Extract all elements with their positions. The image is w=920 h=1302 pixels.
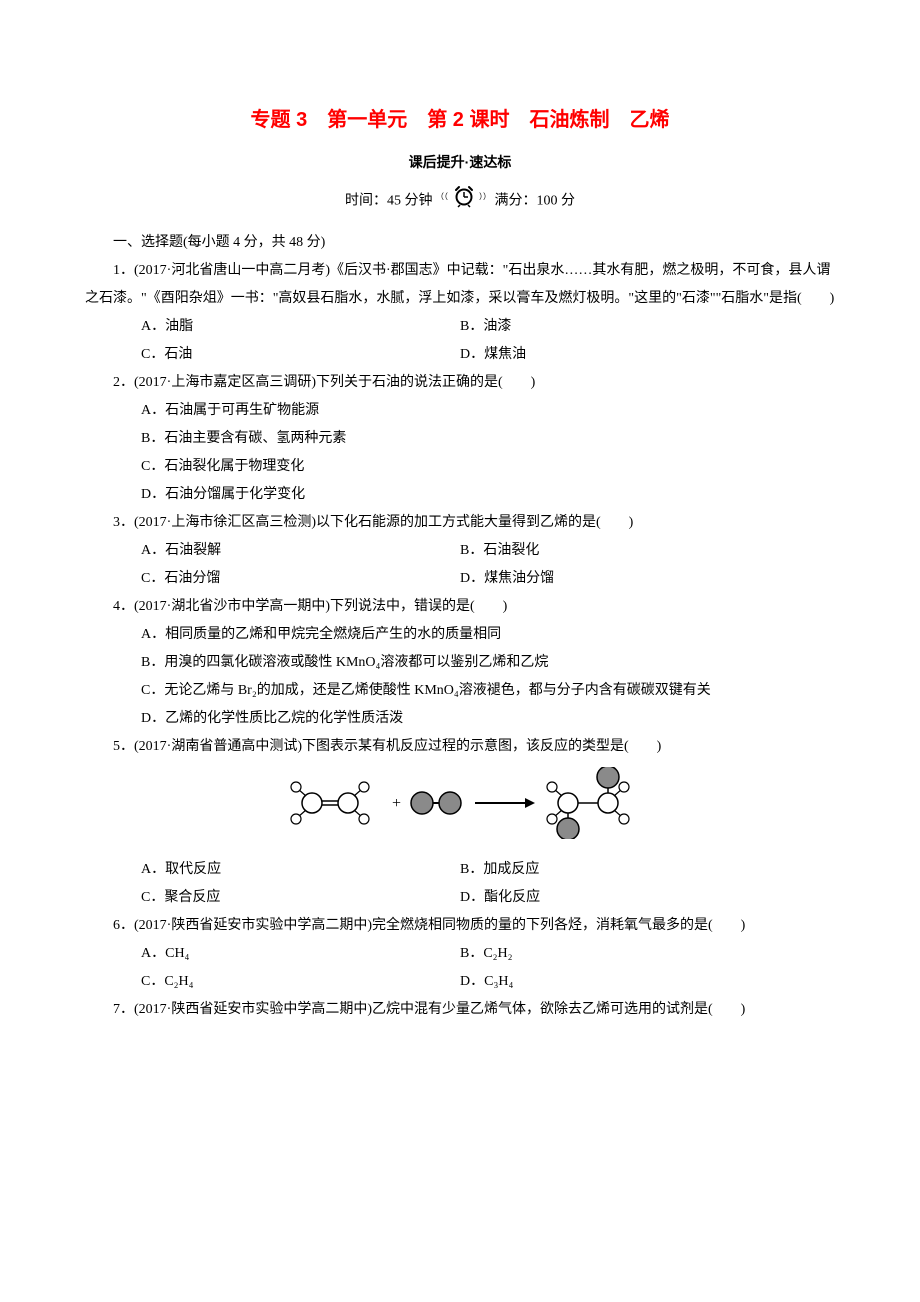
timer-row: 时间：45 分钟 （（ ）） 满分：100 分 <box>85 184 835 219</box>
q3-option-b: B．石油裂化 <box>460 537 835 565</box>
q5-row-ab: A．取代反应 B．加成反应 <box>85 856 835 884</box>
q5-row-cd: C．聚合反应 D．酯化反应 <box>85 884 835 912</box>
q4-option-c: C．无论乙烯与 Br₂的加成，还是乙烯使酸性 KMnO₄溶液褪色，都与分子内含有… <box>85 677 835 705</box>
page-subtitle: 课后提升·速达标 <box>85 148 835 176</box>
q3-text: 3．(2017·上海市徐汇区高三检测)以下化石能源的加工方式能大量得到乙烯的是(… <box>85 509 835 537</box>
q1-row-ab: A．油脂 B．油漆 <box>85 313 835 341</box>
page-title: 专题 3 第一单元 第 2 课时 石油炼制 乙烯 <box>85 100 835 140</box>
q3-row-cd: C．石油分馏 D．煤焦油分馏 <box>85 565 835 593</box>
section-heading: 一、选择题(每小题 4 分，共 48 分) <box>85 229 835 257</box>
q6-text: 6．(2017·陕西省延安市实验中学高二期中)完全燃烧相同物质的量的下列各烃，消… <box>85 912 835 940</box>
q1-option-c: C．石油 <box>85 341 460 369</box>
q1-option-b: B．油漆 <box>460 313 835 341</box>
deco-right: ）） <box>479 189 491 205</box>
q5-option-b: B．加成反应 <box>460 856 835 884</box>
q1-text: 1．(2017·河北省唐山一中高二月考)《后汉书·郡国志》中记载："石出泉水……… <box>85 257 835 313</box>
q5-option-a: A．取代反应 <box>85 856 460 884</box>
q2-text: 2．(2017·上海市嘉定区高三调研)下列关于石油的说法正确的是( ) <box>85 369 835 397</box>
q6-option-a: A．CH₄ <box>85 940 460 968</box>
score-text: 满分：100 分 <box>495 194 576 209</box>
q6-option-d: D．C₃H₄ <box>460 968 835 996</box>
q6-option-b: B．C₂H₂ <box>460 940 835 968</box>
q2-option-a: A．石油属于可再生矿物能源 <box>85 397 835 425</box>
q1-option-a: A．油脂 <box>85 313 460 341</box>
q2-option-b: B．石油主要含有碳、氢两种元素 <box>85 425 835 453</box>
q2-option-d: D．石油分馏属于化学变化 <box>85 481 835 509</box>
q6-row-ab: A．CH₄ B．C₂H₂ <box>85 940 835 968</box>
q1-option-d: D．煤焦油 <box>460 341 835 369</box>
q6-row-cd: C．C₂H₄ D．C₃H₄ <box>85 968 835 996</box>
q3-option-a: A．石油裂解 <box>85 537 460 565</box>
q5-option-c: C．聚合反应 <box>85 884 460 912</box>
q1-row-cd: C．石油 D．煤焦油 <box>85 341 835 369</box>
q6-option-c: C．C₂H₄ <box>85 968 460 996</box>
q4-text: 4．(2017·湖北省沙市中学高一期中)下列说法中，错误的是( ) <box>85 593 835 621</box>
alarm-clock-icon <box>452 184 476 219</box>
time-text: 时间：45 分钟 <box>345 194 433 209</box>
q4-option-b: B．用溴的四氯化碳溶液或酸性 KMnO₄溶液都可以鉴别乙烯和乙烷 <box>85 649 835 677</box>
svg-text:+: + <box>392 795 401 812</box>
q5-text: 5．(2017·湖南省普通高中测试)下图表示某有机反应过程的示意图，该反应的类型… <box>85 733 835 761</box>
q2-option-c: C．石油裂化属于物理变化 <box>85 453 835 481</box>
q3-option-c: C．石油分馏 <box>85 565 460 593</box>
q4-option-d: D．乙烯的化学性质比乙烷的化学性质活泼 <box>85 705 835 733</box>
q3-option-d: D．煤焦油分馏 <box>460 565 835 593</box>
q4-option-a: A．相同质量的乙烯和甲烷完全燃烧后产生的水的质量相同 <box>85 621 835 649</box>
deco-left: （（ <box>436 189 448 205</box>
q5-option-d: D．酯化反应 <box>460 884 835 912</box>
q3-row-ab: A．石油裂解 B．石油裂化 <box>85 537 835 565</box>
q7-text: 7．(2017·陕西省延安市实验中学高二期中)乙烷中混有少量乙烯气体，欲除去乙烯… <box>85 996 835 1024</box>
q5-diagram: + <box>85 767 835 850</box>
